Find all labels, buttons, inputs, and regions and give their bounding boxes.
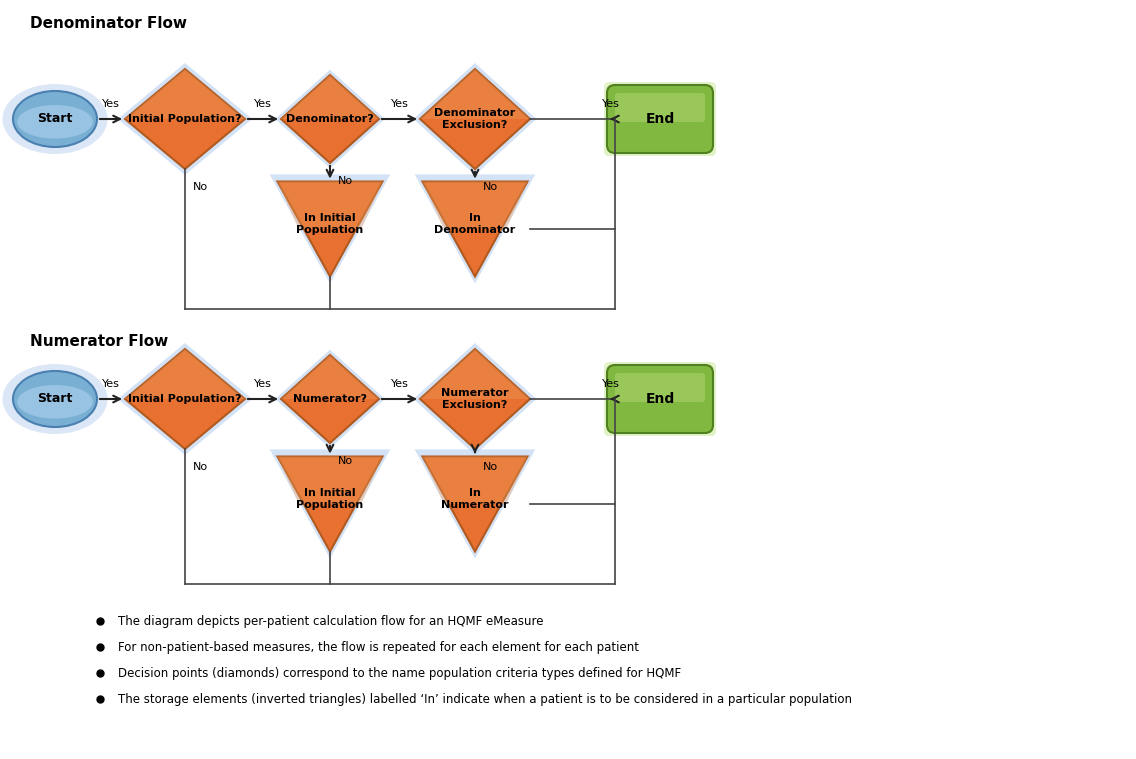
Text: Initial Population?: Initial Population? bbox=[128, 394, 242, 404]
Text: Yes: Yes bbox=[102, 379, 120, 389]
Polygon shape bbox=[420, 349, 531, 449]
Text: Yes: Yes bbox=[602, 99, 620, 109]
Ellipse shape bbox=[12, 91, 97, 147]
Polygon shape bbox=[281, 75, 379, 119]
Polygon shape bbox=[118, 343, 252, 455]
Ellipse shape bbox=[2, 84, 108, 154]
Text: Yes: Yes bbox=[254, 99, 272, 109]
Text: End: End bbox=[645, 392, 675, 406]
Text: No: No bbox=[193, 182, 208, 192]
Text: In Initial
Population: In Initial Population bbox=[296, 488, 364, 511]
Polygon shape bbox=[275, 350, 385, 449]
Polygon shape bbox=[414, 343, 536, 455]
FancyBboxPatch shape bbox=[604, 82, 716, 156]
Text: Yes: Yes bbox=[254, 379, 272, 389]
Polygon shape bbox=[125, 349, 245, 399]
Text: Yes: Yes bbox=[391, 99, 409, 109]
Ellipse shape bbox=[12, 371, 97, 427]
Text: Numerator
Exclusion?: Numerator Exclusion? bbox=[441, 388, 509, 410]
Polygon shape bbox=[423, 456, 527, 504]
Ellipse shape bbox=[17, 385, 93, 419]
Polygon shape bbox=[125, 349, 245, 449]
Text: The diagram depicts per-patient calculation flow for an HQMF eMeasure: The diagram depicts per-patient calculat… bbox=[118, 615, 543, 628]
Text: Start: Start bbox=[37, 392, 73, 405]
Polygon shape bbox=[423, 456, 527, 552]
Text: No: No bbox=[339, 456, 353, 466]
Text: For non-patient-based measures, the flow is repeated for each element for each p: For non-patient-based measures, the flow… bbox=[118, 641, 638, 653]
Text: Yes: Yes bbox=[391, 379, 409, 389]
Text: No: No bbox=[193, 462, 208, 472]
Text: No: No bbox=[339, 176, 353, 186]
Polygon shape bbox=[281, 355, 379, 399]
Polygon shape bbox=[420, 69, 531, 169]
Text: Decision points (diamonds) correspond to the name population criteria types defi: Decision points (diamonds) correspond to… bbox=[118, 666, 682, 679]
Polygon shape bbox=[414, 63, 536, 175]
Text: No: No bbox=[483, 182, 498, 192]
Polygon shape bbox=[415, 449, 535, 559]
Text: Numerator?: Numerator? bbox=[293, 394, 367, 404]
Polygon shape bbox=[277, 456, 383, 504]
Polygon shape bbox=[125, 69, 245, 119]
Text: Yes: Yes bbox=[602, 379, 620, 389]
Text: Yes: Yes bbox=[102, 99, 120, 109]
Text: End: End bbox=[645, 112, 675, 126]
Polygon shape bbox=[125, 69, 245, 169]
Polygon shape bbox=[415, 175, 535, 284]
Polygon shape bbox=[420, 349, 531, 399]
Polygon shape bbox=[420, 69, 531, 119]
FancyBboxPatch shape bbox=[607, 85, 713, 153]
Ellipse shape bbox=[17, 105, 93, 139]
Polygon shape bbox=[277, 456, 383, 552]
FancyBboxPatch shape bbox=[604, 362, 716, 436]
Polygon shape bbox=[275, 70, 385, 168]
Ellipse shape bbox=[2, 364, 108, 434]
FancyBboxPatch shape bbox=[615, 373, 705, 402]
Polygon shape bbox=[269, 449, 391, 559]
Text: Initial Population?: Initial Population? bbox=[128, 114, 242, 124]
Text: In
Denominator: In Denominator bbox=[434, 213, 516, 235]
Text: Start: Start bbox=[37, 112, 73, 125]
Text: The storage elements (inverted triangles) labelled ‘In’ indicate when a patient : The storage elements (inverted triangles… bbox=[118, 692, 852, 706]
Text: Denominator
Exclusion?: Denominator Exclusion? bbox=[434, 108, 516, 131]
Text: No: No bbox=[483, 462, 498, 472]
Polygon shape bbox=[277, 181, 383, 229]
Text: Denominator Flow: Denominator Flow bbox=[30, 17, 187, 32]
Polygon shape bbox=[269, 175, 391, 284]
FancyBboxPatch shape bbox=[615, 93, 705, 122]
FancyBboxPatch shape bbox=[607, 365, 713, 433]
Polygon shape bbox=[277, 181, 383, 276]
Text: In Initial
Population: In Initial Population bbox=[296, 213, 364, 235]
Text: Numerator Flow: Numerator Flow bbox=[30, 333, 168, 348]
Polygon shape bbox=[118, 63, 252, 175]
Text: In
Numerator: In Numerator bbox=[441, 488, 509, 511]
Text: Denominator?: Denominator? bbox=[286, 114, 374, 124]
Polygon shape bbox=[281, 355, 379, 443]
Polygon shape bbox=[281, 75, 379, 163]
Polygon shape bbox=[423, 181, 527, 229]
Polygon shape bbox=[423, 181, 527, 276]
